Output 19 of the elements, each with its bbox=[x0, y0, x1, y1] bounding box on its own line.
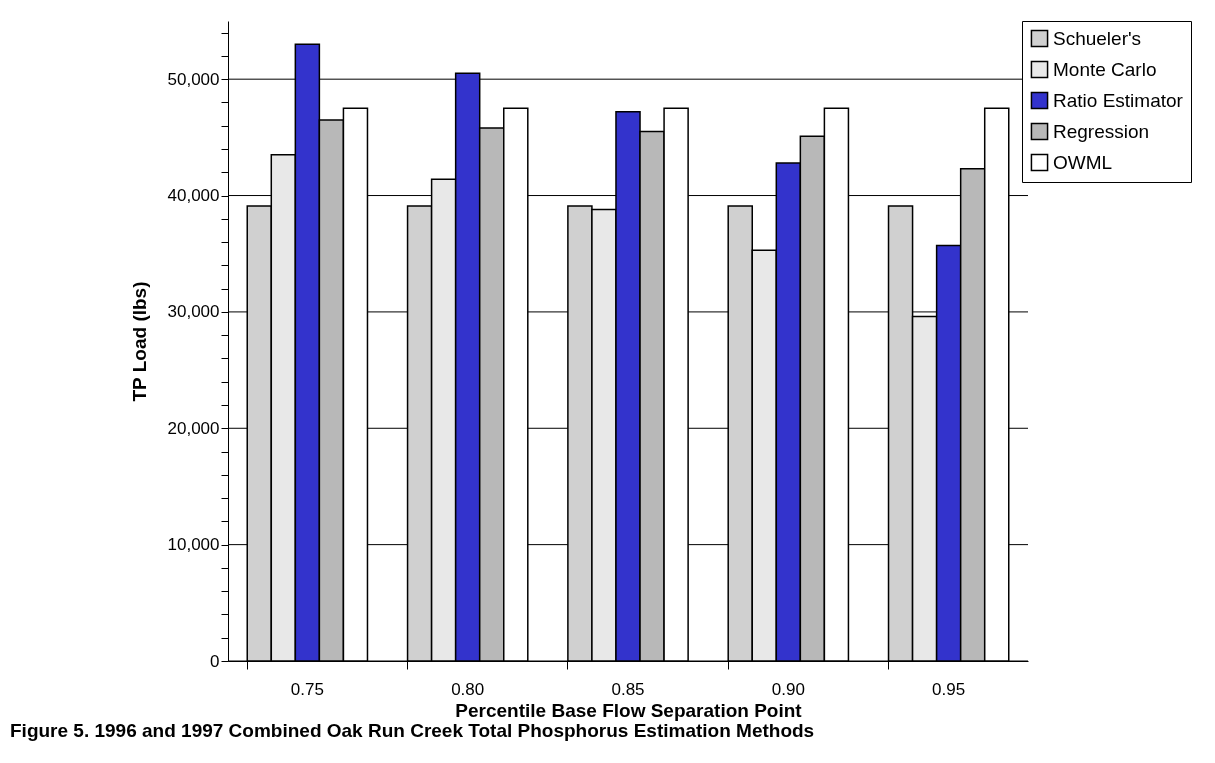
y-tick-label: 40,000 bbox=[167, 186, 220, 206]
legend-label: Ratio Estimator bbox=[1053, 89, 1184, 111]
y-tick-label: 20,000 bbox=[167, 418, 220, 438]
legend-label: Monte Carlo bbox=[1053, 58, 1157, 80]
x-tick-label: 0.80 bbox=[451, 679, 485, 699]
y-tick-label: 50,000 bbox=[167, 69, 220, 89]
caption: Figure 5. 1996 and 1997 Combined Oak Run Creek Total Phosphorus Estimation Methods bbox=[10, 720, 815, 741]
x-tick-label: 0.90 bbox=[771, 679, 805, 699]
legend-label: OWML bbox=[1053, 151, 1113, 173]
y-tick-label: 10,000 bbox=[167, 535, 220, 555]
legend-label: Schueler's bbox=[1053, 27, 1142, 49]
x-tick-label: 0.85 bbox=[611, 679, 645, 699]
x-axis-title: Percentile Base Flow Separation Point bbox=[455, 699, 803, 721]
y-tick-label: 30,000 bbox=[167, 302, 220, 322]
legend-label: Regression bbox=[1053, 120, 1150, 142]
y-axis-title: TP Load (lbs) bbox=[128, 281, 150, 402]
x-tick-label: 0.75 bbox=[290, 679, 324, 699]
y-tick-label: 0 bbox=[210, 651, 220, 671]
x-tick-label: 0.95 bbox=[932, 679, 966, 699]
